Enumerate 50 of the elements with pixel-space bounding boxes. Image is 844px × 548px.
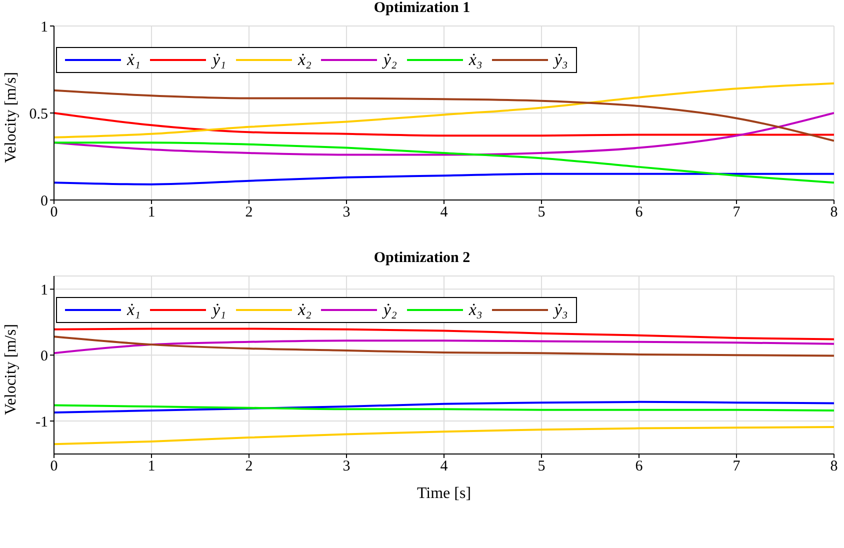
legend-label: ẋ₁: [127, 300, 140, 320]
y-axis-title: Velocity [m/s]: [2, 72, 20, 163]
legend-label: ẏ₂: [383, 300, 397, 320]
x-tick-label: 7: [732, 204, 741, 221]
y-axis-title: Velocity [m/s]: [2, 324, 20, 415]
x-tick-label: 3: [342, 458, 350, 475]
x-tick-label: 1: [148, 204, 156, 221]
x-tick-label: 8: [830, 458, 838, 475]
y-tick-label: 0: [40, 193, 48, 210]
line-series: [54, 172, 834, 186]
legend-label: ẏ₁: [212, 50, 226, 70]
x-tick-label: 6: [635, 458, 644, 475]
y-tick-label: 0.5: [29, 106, 48, 122]
chart-title: Optimization 2: [372, 250, 472, 268]
line-series: [54, 340, 834, 354]
x-tick-label: 1: [148, 458, 156, 475]
x-tick-label: 7: [732, 458, 741, 475]
x-tick-label: 2: [245, 204, 253, 221]
line-series: [54, 426, 834, 446]
x-tick-label: 4: [440, 204, 448, 221]
line-series: [54, 82, 834, 138]
legend-label: ẏ₂: [383, 50, 397, 70]
x-axis-title: Time [s]: [416, 485, 472, 502]
x-tick-label: 8: [830, 204, 838, 221]
x-tick-label: 6: [635, 204, 644, 221]
line-series: [54, 112, 834, 137]
chart-title: Optimization 1: [372, 0, 472, 18]
x-tick-label: 5: [538, 204, 546, 221]
legend-label: ẋ₂: [298, 300, 312, 320]
legend-label: ẋ₁: [127, 50, 140, 70]
y-tick-label: 0: [40, 348, 48, 364]
x-tick-label: 4: [440, 458, 448, 475]
legend-label: ẏ₃: [554, 50, 568, 70]
legend-label: ẏ₁: [212, 300, 226, 320]
y-tick-label: 1: [40, 282, 48, 299]
y-tick-label: 1: [40, 19, 48, 36]
line-series: [54, 142, 834, 184]
legend-label: ẋ₃: [468, 300, 482, 320]
line-series: [54, 336, 834, 357]
legend-label: ẋ₃: [468, 50, 482, 70]
legend-label: ẋ₂: [298, 50, 312, 70]
line-series: [54, 328, 834, 340]
y-tick-label: -1: [36, 414, 48, 430]
x-tick-label: 5: [538, 458, 546, 475]
line-series: [54, 400, 834, 414]
x-tick-label: 3: [342, 204, 350, 221]
line-series: [54, 112, 834, 156]
x-tick-label: 2: [245, 458, 253, 475]
legend-label: ẏ₃: [554, 300, 568, 320]
line-series: [54, 89, 834, 142]
